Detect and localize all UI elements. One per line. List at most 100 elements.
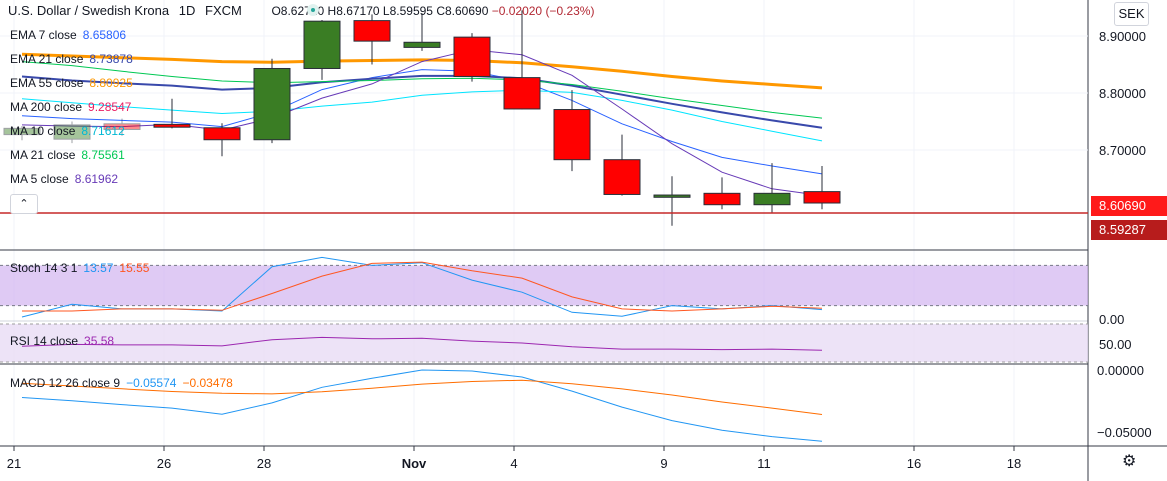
legend-ema7[interactable]: EMA 7 close 8.65806 [10, 28, 126, 42]
time-tick-label: 11 [757, 456, 771, 471]
close-value: C8.60690 [436, 4, 489, 18]
gear-icon[interactable]: ⚙ [1122, 453, 1137, 470]
rsi-band [0, 324, 1088, 362]
price-tick-label: 8.90000 [1099, 29, 1146, 44]
candle-body [53, 124, 91, 140]
ma-line-ma-5-close [21, 49, 823, 197]
candle-body [153, 123, 191, 128]
legend-value: 9.28547 [88, 100, 132, 114]
legend-label: MA 21 close [10, 148, 76, 162]
candle [603, 134, 641, 196]
low-value: L8.59595 [382, 4, 433, 18]
stoch-k-value: 13.57 [83, 261, 114, 275]
candle [253, 58, 291, 144]
legend-label: EMA 55 close [10, 76, 84, 90]
market-status-icon[interactable] [307, 4, 319, 16]
legend-value: 8.65806 [82, 28, 127, 42]
candle [403, 13, 441, 51]
price-tick-label: 8.70000 [1099, 143, 1146, 158]
candle [353, 14, 391, 65]
symbol-header: U.S. Dollar / Swedish Krona 1D FXCM O8.6… [8, 3, 594, 18]
candle [303, 20, 341, 80]
legend-value: 8.80925 [89, 76, 133, 90]
interval-label[interactable]: 1D [178, 3, 196, 18]
candle [203, 123, 241, 157]
candle-body [653, 194, 691, 198]
legend-label: MACD 12 26 close 9 [10, 376, 121, 390]
chevron-up-icon: ⌃ [19, 198, 29, 210]
legend-value: 8.73878 [89, 52, 133, 66]
macd-line-signal [21, 379, 823, 415]
legend-ma200[interactable]: MA 200 close 9.28547 [10, 100, 131, 114]
legend-stoch[interactable]: Stoch 14 3 1 13.57 15.55 [10, 261, 149, 275]
candle [103, 118, 141, 136]
legend-label: MA 200 close [10, 100, 83, 114]
time-tick-label: 4 [510, 456, 517, 471]
stoch-band [0, 265, 1088, 306]
ma-line-ema-7-close [21, 69, 823, 175]
legend-label: Stoch 14 3 1 [10, 261, 78, 275]
price-tick-label: 8.80000 [1099, 86, 1146, 101]
ma-line-ma-10-close [21, 89, 823, 142]
rsi-line [21, 336, 823, 351]
last-price-tag: 8.60690 [1091, 196, 1167, 216]
source-label: FXCM [205, 3, 242, 18]
high-value: H8.67170 [327, 4, 380, 18]
candle [453, 33, 491, 82]
legend-value: 8.75561 [81, 148, 125, 162]
legend-label: MA 10 close [10, 124, 76, 138]
stoch-line-d [22, 261, 823, 312]
macd-signal-value: −0.03478 [182, 376, 233, 390]
legend-ma5[interactable]: MA 5 close 8.61962 [10, 172, 118, 186]
candle-body [253, 67, 291, 141]
candle-body [303, 20, 341, 69]
macd-line-macd [21, 369, 823, 442]
candle-body [553, 109, 591, 161]
candle-body [753, 192, 791, 206]
candle [53, 121, 91, 144]
candle [653, 176, 691, 226]
legend-label: EMA 7 close [10, 28, 77, 42]
candle-body [403, 41, 441, 48]
ohlc-values: O8.62710 H8.67170 L8.59595 C8.60690 −0.0… [271, 4, 594, 18]
legend-ma21[interactable]: MA 21 close 8.75561 [10, 148, 125, 162]
candle-body [703, 192, 741, 206]
time-tick-label: 18 [1007, 456, 1021, 471]
legend-value: 8.61962 [74, 172, 119, 186]
legend-ma10[interactable]: MA 10 close 8.71612 [10, 124, 125, 138]
legend-ema55[interactable]: EMA 55 close 8.80925 [10, 76, 133, 90]
legend-ema21[interactable]: EMA 21 close 8.73878 [10, 52, 133, 66]
macd-tick-label: −0.05000 [1097, 425, 1152, 440]
ma-line-ema-55-close [21, 52, 823, 90]
candle [153, 98, 191, 129]
candle-body [803, 191, 841, 204]
legend-label: RSI 14 close [10, 334, 79, 348]
symbol-name[interactable]: U.S. Dollar / Swedish Krona [8, 3, 170, 18]
legend-macd[interactable]: MACD 12 26 close 9 −0.05574 −0.03478 [10, 376, 233, 390]
macd-value: −0.05574 [126, 376, 177, 390]
candle [3, 126, 41, 141]
candle [803, 165, 841, 210]
candle-body [603, 159, 641, 195]
stoch-tick-label: 0.00 [1099, 312, 1124, 327]
collapse-legend-button[interactable]: ⌃ [10, 194, 38, 214]
time-tick-label: 26 [157, 456, 171, 471]
stoch-d-value: 15.55 [119, 261, 150, 275]
candle-body [203, 127, 241, 141]
rsi-value: 35.58 [84, 334, 115, 348]
rsi-tick-label: 50.00 [1099, 337, 1132, 352]
legend-value: 8.71612 [81, 124, 125, 138]
candle-body [453, 36, 491, 77]
ma-line-ema-21-close [21, 74, 823, 129]
ma-line-ma-21-close [21, 61, 823, 119]
candle-body [503, 77, 541, 110]
legend-label: MA 5 close [10, 172, 69, 186]
candle-body [103, 123, 141, 130]
time-tick-label: 16 [907, 456, 921, 471]
candle [753, 163, 791, 214]
legend-rsi[interactable]: RSI 14 close 35.58 [10, 334, 114, 348]
change-value: −0.02020 (−0.23%) [491, 4, 595, 18]
candle-body [3, 127, 41, 136]
currency-button[interactable]: SEK [1114, 2, 1149, 26]
